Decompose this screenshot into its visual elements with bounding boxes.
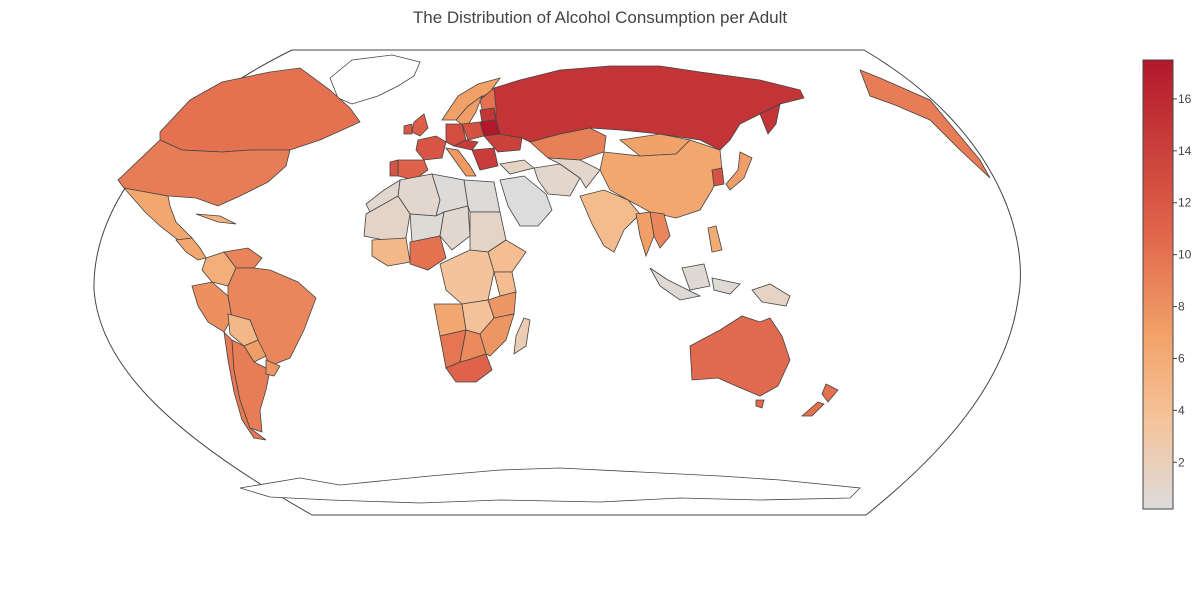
region-mozambique[interactable]: [479, 313, 515, 357]
region-ukraine[interactable]: [483, 133, 523, 153]
region-peru[interactable]: [191, 281, 233, 333]
region-ireland[interactable]: [403, 123, 413, 135]
region-south-korea[interactable]: [711, 167, 725, 187]
globe-outline: [93, 49, 1021, 516]
region-nigeria[interactable]: [409, 235, 447, 271]
colorbar-tick-label: 4: [1178, 403, 1185, 417]
colorbar-tick-label: 16: [1178, 92, 1192, 106]
colorbar: 2 4 6 8 10 12 14 16: [1142, 59, 1192, 510]
region-kamchatka[interactable]: [759, 103, 781, 135]
region-antarctica[interactable]: [239, 467, 861, 504]
region-central-asia[interactable]: [547, 157, 601, 189]
region-saudi-arabia[interactable]: [499, 175, 553, 227]
region-australia[interactable]: [689, 315, 791, 397]
colorbar-tick-label: 12: [1178, 196, 1192, 210]
region-indonesia[interactable]: [649, 263, 741, 301]
region-japan[interactable]: [725, 151, 753, 191]
region-alaska[interactable]: [859, 69, 991, 179]
region-philippines[interactable]: [707, 225, 723, 253]
region-italy[interactable]: [445, 147, 477, 177]
chart-title: The Distribution of Alcohol Consumption …: [412, 8, 788, 27]
land-layer: [117, 54, 991, 504]
region-madagascar[interactable]: [513, 317, 531, 355]
region-portugal[interactable]: [389, 159, 399, 177]
region-greenland[interactable]: [329, 54, 421, 105]
region-ghana[interactable]: [371, 237, 411, 267]
region-tasmania[interactable]: [755, 399, 765, 409]
colorbar-tick-label: 14: [1178, 144, 1192, 158]
region-russia[interactable]: [493, 65, 805, 151]
region-france[interactable]: [415, 135, 447, 161]
region-czech[interactable]: [452, 139, 479, 151]
colorbar-gradient: [1142, 59, 1174, 510]
region-uruguay[interactable]: [265, 359, 281, 377]
region-drc[interactable]: [439, 249, 495, 305]
colorbar-tick-label: 2: [1178, 455, 1185, 469]
region-cuba[interactable]: [195, 213, 237, 225]
colorbar-ticks: 2 4 6 8 10 12 14 16: [1173, 92, 1192, 469]
region-balkans[interactable]: [471, 147, 499, 171]
region-papua-new-guinea[interactable]: [751, 283, 791, 307]
region-new-zealand[interactable]: [800, 383, 839, 417]
colorbar-tick-label: 10: [1178, 248, 1192, 262]
region-egypt[interactable]: [463, 179, 501, 213]
colorbar-tick-label: 8: [1178, 300, 1185, 314]
region-chad[interactable]: [439, 205, 471, 251]
region-india[interactable]: [579, 189, 641, 253]
region-south-africa[interactable]: [445, 353, 493, 383]
region-argentina[interactable]: [231, 339, 271, 433]
colorbar-tick-label: 6: [1178, 351, 1185, 365]
region-brazil[interactable]: [227, 267, 317, 367]
region-thailand[interactable]: [635, 211, 655, 258]
